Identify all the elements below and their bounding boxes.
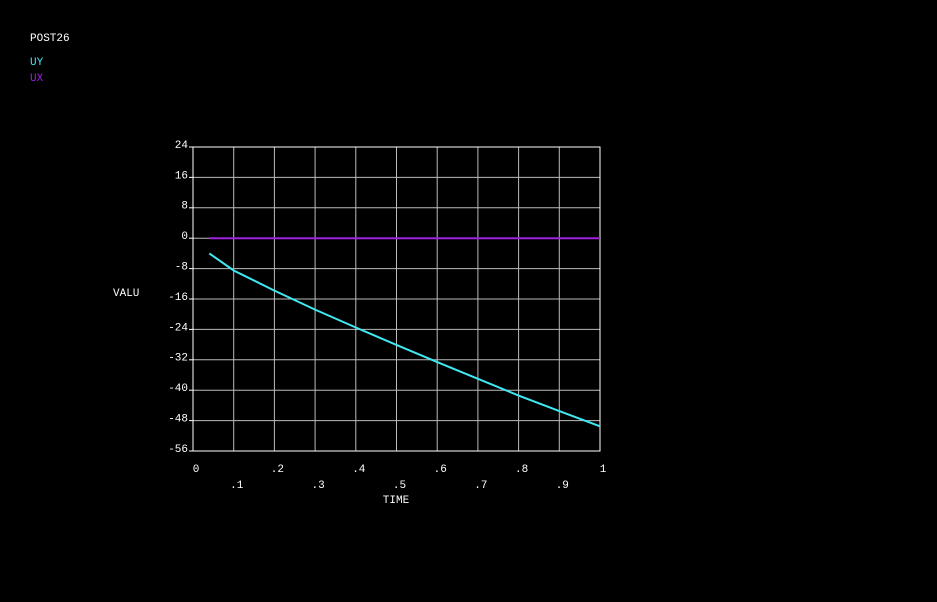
y-tick-label: 0 — [181, 231, 188, 243]
y-tick-label: 24 — [175, 140, 189, 152]
x-tick-label: .9 — [556, 480, 569, 492]
y-tick-label: -16 — [168, 292, 188, 304]
y-tick-label: 16 — [175, 170, 188, 182]
legend-entry: UX — [30, 73, 44, 85]
x-tick-label: .5 — [393, 480, 406, 492]
x-tick-label: 0 — [193, 464, 200, 476]
plot-frame — [192, 146, 601, 452]
chart-title: POST26 — [30, 33, 70, 45]
x-tick-label: .7 — [474, 480, 487, 492]
y-axis-label: VALU — [113, 288, 139, 300]
y-tick-label: -40 — [168, 383, 188, 395]
x-tick-label: .6 — [434, 464, 447, 476]
data-line — [208, 252, 601, 428]
y-tick-label: -24 — [168, 322, 188, 334]
y-tick-label: 8 — [181, 201, 188, 213]
x-tick-label: .8 — [515, 464, 528, 476]
legend-entry: UY — [30, 57, 44, 69]
y-tick-label: -8 — [175, 262, 188, 274]
x-tick-label: .1 — [230, 480, 244, 492]
y-tick-label: -56 — [168, 444, 188, 456]
x-tick-label: .4 — [352, 464, 366, 476]
y-tick-label: -48 — [168, 414, 188, 426]
x-tick-label: .3 — [311, 480, 324, 492]
x-tick-label: .2 — [271, 464, 284, 476]
x-tick-label: 1 — [600, 464, 607, 476]
x-axis-label: TIME — [383, 495, 410, 507]
y-tick-label: -32 — [168, 353, 188, 365]
